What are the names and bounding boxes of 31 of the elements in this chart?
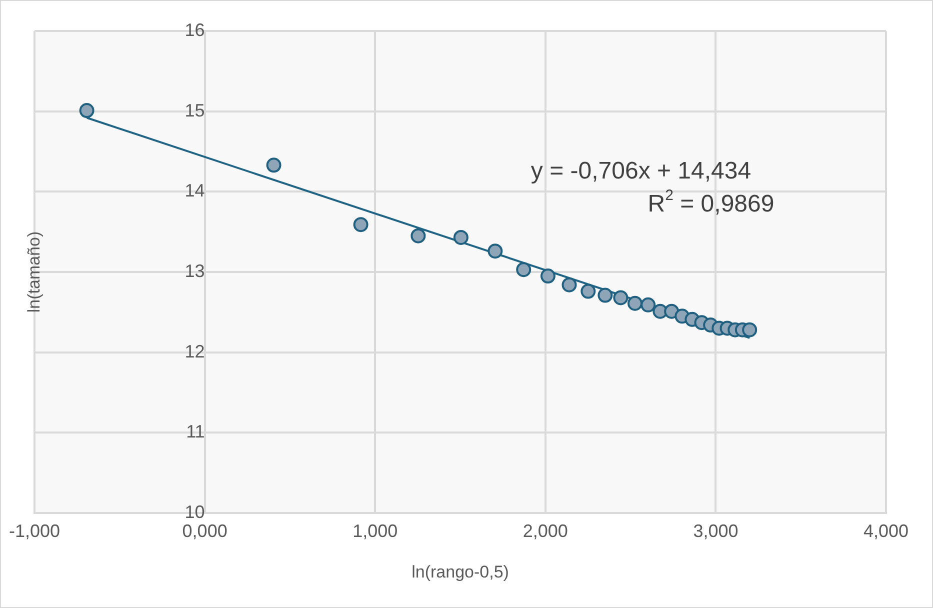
point	[266, 158, 282, 173]
point	[627, 296, 642, 311]
annotation: y = -0,706x + 14,434	[530, 158, 752, 185]
point	[742, 322, 758, 338]
point	[613, 290, 628, 306]
point	[488, 244, 503, 259]
point	[79, 103, 94, 118]
point	[598, 288, 613, 303]
point	[562, 277, 577, 292]
y-axis-title: ln(tamaño)	[24, 231, 44, 313]
x-tick-label: 2,000	[522, 520, 568, 541]
x-tick-label: 4,000	[863, 520, 909, 541]
y-tick-label: 10	[184, 502, 205, 522]
y-tick-label: 12	[184, 341, 205, 362]
point	[640, 297, 656, 312]
point	[453, 230, 468, 245]
point	[353, 217, 368, 232]
point	[410, 228, 426, 244]
point	[540, 268, 556, 284]
point	[516, 262, 532, 278]
x-tick-label: 0,000	[182, 520, 228, 541]
x-tick-label: -1,000	[8, 520, 60, 541]
y-tick-label: 15	[184, 100, 205, 120]
x-tick-label: 3,000	[693, 520, 738, 541]
x-axis-title: ln(rango-0,5)	[412, 562, 509, 582]
point	[580, 284, 596, 299]
y-tick-label: 14	[184, 180, 205, 201]
y-tick-label: 11	[186, 422, 205, 442]
x-tick-label: 1,000	[352, 520, 398, 541]
y-tick-label: 13	[184, 260, 205, 281]
y-tick-label: 16	[184, 20, 205, 40]
